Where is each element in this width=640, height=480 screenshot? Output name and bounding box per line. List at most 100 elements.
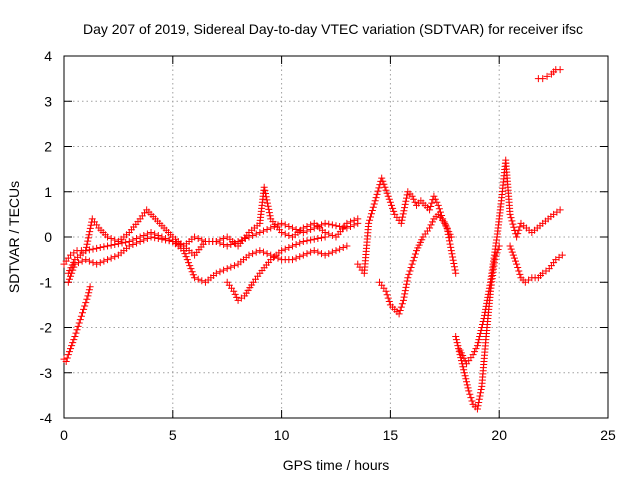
- data-point: [460, 366, 468, 374]
- data-point: [314, 222, 322, 230]
- data-point: [220, 266, 228, 274]
- data-point: [317, 250, 325, 258]
- data-point: [317, 221, 325, 229]
- data-point: [485, 284, 493, 292]
- data-point: [180, 247, 188, 255]
- data-point: [516, 270, 524, 278]
- y-tick-label: 4: [44, 48, 52, 64]
- data-point: [194, 275, 202, 283]
- data-point: [450, 263, 458, 271]
- data-point: [107, 235, 115, 243]
- data-point: [77, 312, 85, 320]
- data-point: [556, 206, 564, 214]
- data-point: [63, 354, 71, 362]
- data-point: [399, 213, 407, 221]
- data-point: [399, 296, 407, 304]
- data-point: [263, 250, 271, 258]
- data-point: [451, 266, 459, 274]
- data-point: [339, 223, 347, 231]
- data-point: [478, 324, 486, 331]
- data-point: [264, 202, 272, 210]
- data-point: [404, 274, 412, 282]
- data-point: [481, 311, 489, 319]
- data-point: [485, 287, 493, 295]
- data-point: [507, 245, 515, 253]
- data-point: [74, 322, 82, 330]
- data-point: [408, 192, 416, 200]
- data-point: [73, 326, 81, 334]
- data-point: [347, 218, 355, 226]
- data-point: [84, 292, 92, 300]
- data-point: [85, 231, 93, 239]
- data-point: [509, 251, 517, 259]
- data-point: [476, 330, 484, 338]
- data-point: [93, 260, 101, 268]
- data-point: [406, 267, 414, 275]
- data-point: [86, 224, 94, 232]
- chart-title: Day 207 of 2019, Sidereal Day-to-day VTE…: [83, 21, 583, 37]
- data-point: [475, 395, 483, 403]
- data-point: [473, 342, 481, 350]
- data-point: [426, 206, 434, 214]
- data-point: [296, 227, 304, 235]
- data-point: [374, 187, 382, 195]
- series-deep-dip: [452, 242, 503, 413]
- data-point: [446, 240, 454, 248]
- data-point: [104, 242, 112, 250]
- y-tick-labels: -4 -3 -2 -1 0 1 2 3 4: [40, 48, 53, 426]
- data-point: [381, 183, 389, 191]
- data-point: [278, 228, 286, 236]
- data-point: [245, 251, 253, 259]
- data-point: [82, 256, 90, 264]
- data-point: [256, 247, 264, 255]
- data-point: [296, 239, 304, 247]
- data-point: [82, 247, 90, 255]
- data-point: [332, 222, 340, 230]
- data-point: [379, 177, 387, 185]
- data-point: [216, 268, 224, 276]
- data-point: [86, 283, 94, 291]
- data-point: [474, 339, 482, 347]
- data-point: [373, 190, 381, 198]
- data-point: [81, 302, 89, 310]
- data-point: [82, 299, 90, 307]
- data-point: [410, 253, 418, 261]
- data-point: [427, 221, 435, 229]
- data-point: [122, 238, 130, 246]
- series-post-14h-a: [354, 174, 460, 277]
- data-point: [350, 216, 358, 224]
- data-point: [382, 186, 390, 194]
- data-point: [396, 307, 404, 315]
- data-point: [450, 260, 458, 268]
- data-point: [136, 238, 144, 246]
- data-point: [405, 270, 413, 278]
- data-point: [408, 260, 416, 268]
- data-point: [261, 190, 269, 198]
- data-point: [477, 327, 485, 335]
- data-point: [125, 242, 133, 250]
- data-point: [187, 265, 195, 273]
- data-point: [395, 310, 403, 318]
- data-point: [100, 243, 108, 251]
- data-point: [431, 195, 439, 203]
- x-tick-label: 0: [60, 427, 68, 443]
- data-point: [265, 209, 273, 217]
- data-point: [162, 236, 170, 244]
- data-point: [372, 194, 380, 202]
- data-point: [321, 251, 329, 259]
- data-point: [380, 180, 388, 188]
- data-point: [274, 254, 282, 262]
- data-point: [369, 203, 377, 211]
- x-tick-labels: 0 5 10 15 20 25: [60, 427, 616, 443]
- data-point: [463, 378, 471, 386]
- data-point: [129, 241, 137, 249]
- data-point: [89, 259, 97, 267]
- data-point: [256, 228, 264, 236]
- x-tick-label: 5: [169, 427, 177, 443]
- data-point: [508, 217, 516, 225]
- data-point: [252, 248, 260, 256]
- data-point: [403, 194, 411, 202]
- data-point: [143, 235, 151, 243]
- data-point: [220, 235, 228, 243]
